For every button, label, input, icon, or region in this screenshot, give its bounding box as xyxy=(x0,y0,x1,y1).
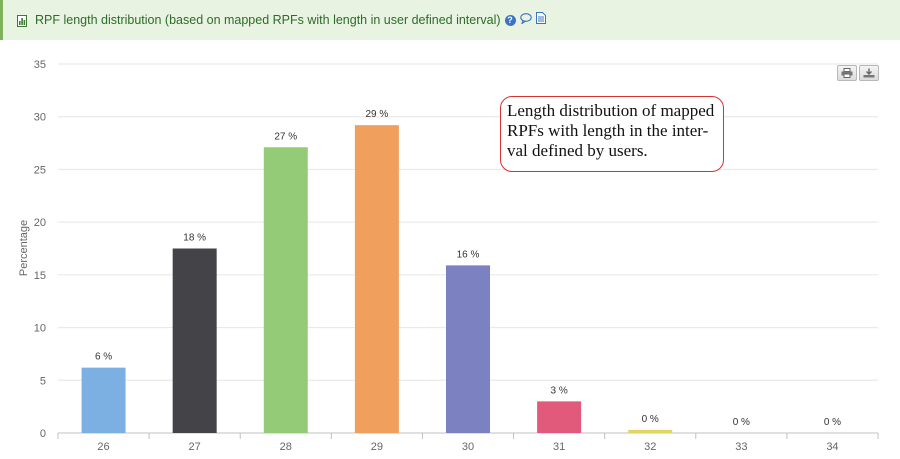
y-tick-label: 15 xyxy=(34,270,46,282)
bar[interactable] xyxy=(172,248,217,434)
y-tick-label: 0 xyxy=(40,428,46,440)
y-axis-ticks: 0 5 10 15 20 25 30 35 xyxy=(34,59,46,440)
document-icon[interactable] xyxy=(535,11,546,29)
x-tick-label: 27 xyxy=(189,441,201,453)
x-tick-label: 31 xyxy=(553,441,565,453)
data-label: 3 % xyxy=(550,385,567,396)
y-tick-label: 30 xyxy=(34,112,46,124)
x-axis-ticks: 26 27 28 29 30 31 32 33 34 xyxy=(57,433,879,453)
x-tick-label: 33 xyxy=(735,441,747,453)
annotation-callout: Length distribution of mapped RPFs with … xyxy=(500,96,724,172)
x-tick-label: 32 xyxy=(644,441,656,453)
annotation-line: RPFs with length in the inter- xyxy=(507,121,709,140)
chart-title: RPF length distribution (based on mapped… xyxy=(35,13,501,27)
data-labels: 6 % 18 % 27 % 29 % 16 % 3 % 0 % 0 % 0 % xyxy=(95,109,841,428)
chart-toolbar xyxy=(837,65,879,81)
data-label: 29 % xyxy=(365,109,388,120)
y-tick-label: 35 xyxy=(34,59,46,71)
bar[interactable] xyxy=(446,265,490,433)
chart-icon xyxy=(17,14,27,27)
data-label: 6 % xyxy=(95,352,112,363)
comment-icon[interactable] xyxy=(519,11,532,29)
y-tick-label: 5 xyxy=(40,375,46,387)
x-tick-label: 29 xyxy=(371,441,383,453)
bar[interactable] xyxy=(537,401,582,433)
help-icon[interactable]: ? xyxy=(504,14,516,26)
data-label: 0 % xyxy=(733,417,750,428)
y-tick-label: 25 xyxy=(34,164,46,176)
bar[interactable] xyxy=(81,367,126,433)
print-button[interactable] xyxy=(837,65,857,81)
bar[interactable] xyxy=(628,429,673,433)
y-tick-label: 10 xyxy=(34,323,46,335)
annotation-line: Length distribution of mapped xyxy=(507,101,715,120)
print-icon xyxy=(841,68,853,78)
data-label: 27 % xyxy=(274,131,297,142)
data-label: 0 % xyxy=(824,417,841,428)
x-tick-label: 28 xyxy=(280,441,292,453)
data-label: 0 % xyxy=(642,414,659,425)
bar[interactable] xyxy=(263,147,308,433)
data-label: 16 % xyxy=(457,249,480,260)
chart-header: RPF length distribution (based on mapped… xyxy=(0,0,900,40)
bar[interactable] xyxy=(354,125,399,434)
data-label: 18 % xyxy=(183,233,206,244)
bar-chart: 0 5 10 15 20 25 30 35 6 % 18 % 27 % 29 % 16 % 3 % 0 %… xyxy=(18,59,879,453)
y-axis-label: Percentage xyxy=(18,220,30,276)
x-tick-label: 30 xyxy=(462,441,474,453)
y-tick-label: 20 xyxy=(34,217,46,229)
x-tick-label: 34 xyxy=(826,441,838,453)
annotation-line: val defined by users. xyxy=(507,141,648,160)
bars xyxy=(81,125,673,434)
download-button[interactable] xyxy=(859,65,879,81)
x-tick-label: 26 xyxy=(97,441,109,453)
download-icon xyxy=(863,68,875,78)
